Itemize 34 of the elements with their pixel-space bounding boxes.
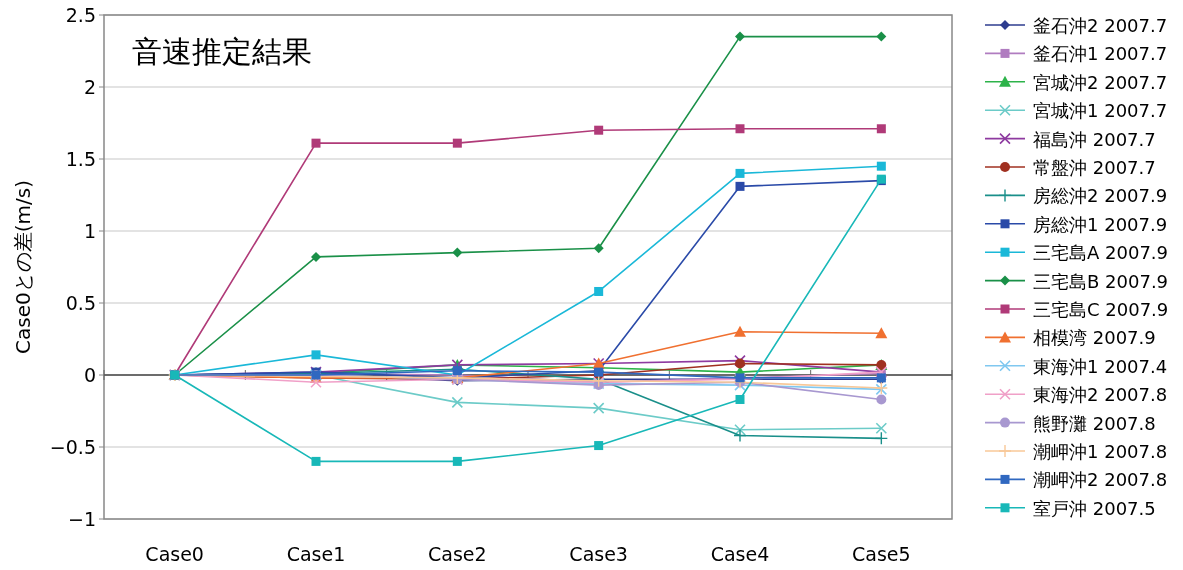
- legend-label: 潮岬沖2 2007.8: [1033, 469, 1168, 491]
- legend-label: 三宅島C 2007.9: [1033, 299, 1169, 320]
- y-tick-label: 0: [83, 364, 96, 386]
- y-tick-label: 2.5: [65, 4, 96, 26]
- legend-label: 潮岬沖1 2007.8: [1033, 441, 1168, 462]
- y-tick-label: −1: [67, 508, 96, 530]
- x-tick-label: Case1: [286, 543, 346, 565]
- legend-label: 東海沖1 2007.4: [1033, 355, 1168, 377]
- x-tick-label: Case5: [852, 543, 911, 565]
- y-tick-label: 0.5: [65, 292, 96, 314]
- x-tick-label: Case0: [145, 543, 204, 565]
- y-tick-label: 2: [83, 76, 96, 98]
- legend-label: 東海沖2 2007.8: [1033, 384, 1168, 406]
- legend-label: 三宅島A 2007.9: [1033, 242, 1169, 264]
- legend-label: 宮城沖2 2007.7: [1033, 71, 1168, 93]
- legend-label: 宮城沖1 2007.7: [1033, 100, 1168, 122]
- legend-label: 房総沖2 2007.9: [1033, 185, 1168, 207]
- legend-label: 福島沖 2007.7: [1033, 128, 1156, 150]
- legend-label: 釜石沖2 2007.7: [1033, 15, 1168, 36]
- legend-label: 相模湾 2007.9: [1033, 327, 1156, 349]
- legend-label: 房総沖1 2007.9: [1033, 213, 1168, 235]
- y-axis-title: Case0との差(m/s): [11, 180, 35, 354]
- y-tick-label: 1: [83, 220, 96, 242]
- legend-label: 三宅島B 2007.9: [1033, 270, 1169, 292]
- x-tick-label: Case2: [428, 543, 487, 565]
- legend-label: 常盤沖 2007.7: [1033, 157, 1156, 178]
- y-tick-label: 1.5: [65, 148, 96, 170]
- legend-label: 熊野灘 2007.8: [1033, 412, 1156, 434]
- y-tick-label: −0.5: [49, 436, 96, 458]
- x-tick-label: Case3: [569, 543, 628, 565]
- legend-label: 釜石沖1 2007.7: [1033, 43, 1168, 65]
- legend-label: 室戸沖 2007.5: [1033, 497, 1156, 519]
- x-tick-label: Case4: [710, 543, 770, 565]
- text: 音速推定結果: [132, 34, 312, 69]
